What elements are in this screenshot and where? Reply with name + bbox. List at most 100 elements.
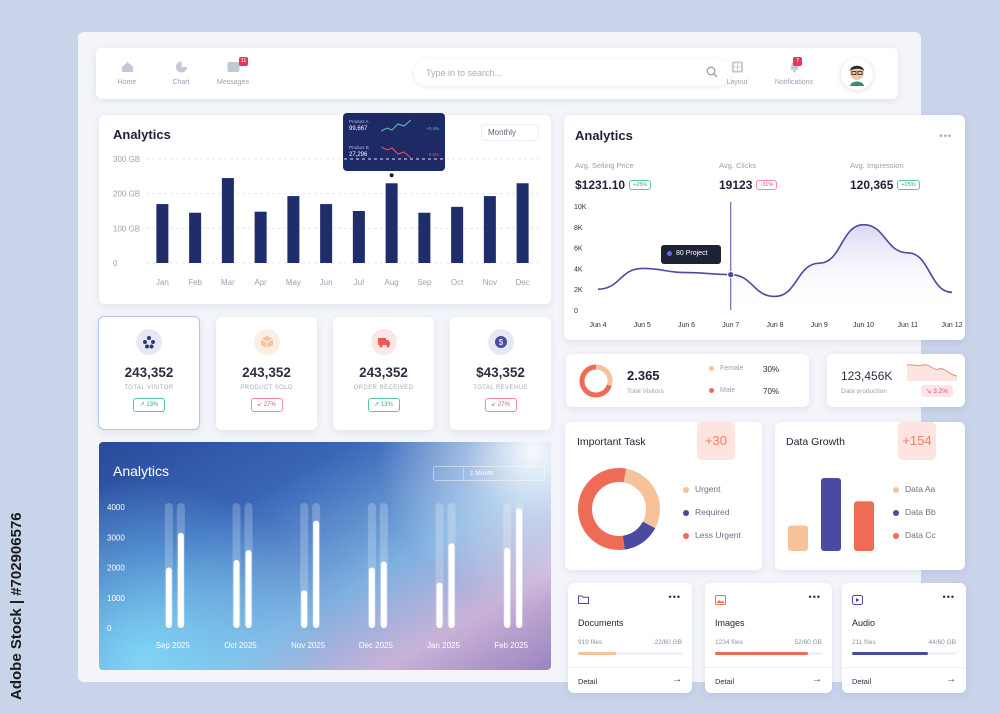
bar — [418, 212, 431, 263]
legend-dot — [893, 532, 899, 539]
line-tooltip: 80 Project — [661, 245, 721, 264]
legend-female: Female — [709, 365, 743, 372]
pie-chart-icon — [175, 61, 187, 73]
divider — [842, 667, 966, 668]
stat-change-badge: ↙ 27% — [250, 398, 283, 412]
legend-label: Data Cc — [905, 530, 936, 540]
metric-value-row: 19123 -31% — [719, 176, 778, 194]
tooltip-value-b: 27,296 — [349, 152, 368, 158]
bar — [177, 532, 184, 628]
images-card[interactable]: ••• Images 1234 files 52/60 GB Detail → — [705, 583, 832, 693]
search-icon[interactable] — [706, 66, 718, 78]
period-select[interactable]: Monthly — [481, 124, 539, 141]
line-card-title: Analytics — [575, 128, 633, 143]
avatar[interactable] — [841, 58, 873, 90]
metric-clicks: Avg. Clicks 19123 -31% — [719, 161, 778, 194]
file-card-name: Audio — [852, 618, 876, 628]
arrow-right-icon[interactable]: → — [672, 674, 682, 685]
production-label: Data production — [841, 388, 887, 395]
monthly-bar-chart: 300 GB 200 GB 100 GB 0 Jan Feb Mar Apr May Jun Jul… — [113, 155, 539, 287]
bar — [516, 183, 529, 263]
growth-title: Data Growth — [786, 436, 845, 448]
arrow-right-icon[interactable]: → — [812, 674, 822, 685]
search-input[interactable]: Type in to search... — [414, 59, 732, 86]
detail-link[interactable]: Detail — [715, 677, 735, 686]
nav-notifications[interactable]: 7 Notifications — [764, 57, 824, 86]
nav-home[interactable]: Home — [102, 61, 152, 86]
growth-bar-chart — [788, 478, 874, 551]
more-button[interactable]: ••• — [942, 592, 955, 602]
stat-change: 27% — [497, 402, 510, 408]
bar — [165, 567, 172, 628]
y-tick-label: 100 GB — [113, 224, 140, 233]
analytics-gradient-card: Analytics 1 Month 4000 3000 2000 1000 0 Sep 2… — [99, 442, 551, 670]
x-tick-label: Apr — [254, 278, 267, 287]
x-tick-label: Jun 6 — [678, 322, 695, 329]
legend-male: Male — [709, 387, 735, 394]
legend-dot — [683, 532, 689, 539]
legend-dot — [709, 365, 714, 371]
x-tick-label: Dec — [516, 278, 530, 287]
visitors-value: 2.365 — [627, 368, 660, 383]
bar — [254, 211, 267, 263]
nav-messages[interactable]: 11 Messages — [208, 57, 258, 86]
bar — [504, 547, 511, 628]
line-series — [597, 223, 953, 298]
stat-card-visitor[interactable]: 243,352 TOTAL VISITOR ↗ 13% — [98, 316, 200, 430]
line-area — [730, 224, 952, 310]
toggle-1w[interactable] — [434, 467, 464, 480]
detail-link[interactable]: Detail — [578, 677, 598, 686]
legend-dot — [683, 509, 689, 516]
toggle-1m[interactable]: 1 Month — [470, 470, 494, 477]
growth-bar — [854, 501, 874, 551]
bar-card-title: Analytics — [113, 127, 171, 142]
tooltip-change-a: +0.4% — [426, 126, 439, 131]
visitors-label: Total Visitors — [627, 388, 664, 395]
x-tick-label: Jun 7 — [722, 322, 739, 329]
x-tick-label: Jul — [354, 278, 364, 287]
audio-card[interactable]: ••• Audio 211 files 44/60 GB Detail → — [842, 583, 966, 693]
x-tick-label: Jun 4 — [589, 322, 606, 329]
x-tick-label: Nov — [483, 278, 497, 287]
production-sparkline — [907, 364, 957, 381]
legend-data-bb: Data Bb — [893, 507, 936, 517]
x-tick-label: Oct 2025 — [224, 641, 257, 650]
stat-value: 243,352 — [124, 365, 174, 380]
legend-label: Data Bb — [905, 507, 936, 517]
analytics-bar-card: Analytics Monthly Product A 99,667 +0.4%… — [99, 113, 551, 304]
y-tick-label: 0 — [574, 308, 578, 315]
task-badge: +30 — [697, 422, 735, 460]
usage-bar-fill — [715, 652, 809, 655]
more-button[interactable]: ••• — [808, 592, 821, 602]
truck-icon — [377, 338, 390, 348]
legend-label: Male — [720, 387, 736, 394]
stat-card-order[interactable]: 243,352 ORDER RECEIVED ↗ 13% — [333, 317, 434, 430]
grid-icon — [731, 61, 743, 73]
metric-value-row: $1231.10 +25% — [575, 176, 652, 194]
nav-chart[interactable]: Chart — [156, 61, 206, 86]
legend-required: Required — [683, 507, 730, 517]
metric-selling-price: Avg. Selling Price $1231.10 +25% — [575, 161, 652, 194]
line-card-more-button[interactable]: ••• — [939, 131, 952, 141]
nav-chart-label: Chart — [172, 79, 190, 86]
period-select-value: Monthly — [488, 128, 517, 137]
x-tick-label: Jun 10 — [853, 322, 874, 329]
metric-value: 19123 — [719, 178, 753, 192]
arrow-right-icon[interactable]: → — [946, 674, 956, 685]
documents-card[interactable]: ••• Documents 919 files 22/60 GB Detail … — [568, 583, 692, 693]
metric-change: +25% — [897, 179, 920, 190]
bar — [516, 508, 523, 628]
more-button[interactable]: ••• — [668, 592, 681, 602]
messages-badge: 11 — [239, 57, 248, 66]
donut-slice-male — [579, 364, 612, 398]
stat-card-product[interactable]: 243,352 PRODUCT SOLD ↙ 27% — [216, 317, 317, 430]
bar — [368, 567, 375, 628]
analytics-line-card: Analytics ••• Avg. Selling Price $1231.1… — [564, 115, 965, 340]
nav-layout[interactable]: Layout — [712, 61, 762, 86]
usage-bar-fill — [852, 652, 928, 655]
stat-card-revenue[interactable]: $ $43,352 TOTAL REVENUE ↙ 27% — [450, 317, 551, 430]
detail-link[interactable]: Detail — [852, 677, 872, 686]
legend-label: Data Aa — [905, 484, 936, 494]
bar — [448, 543, 455, 628]
tooltip-change-b: -0.5% — [427, 152, 439, 157]
